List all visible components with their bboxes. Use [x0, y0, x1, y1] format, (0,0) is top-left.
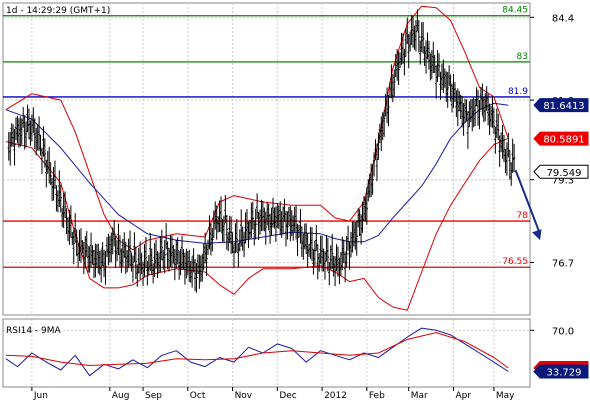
price-tick-label: 76.7 [552, 258, 574, 269]
rsi-line [5, 327, 509, 377]
price-bars [7, 9, 516, 293]
value-badge-label: 33.729 [547, 367, 582, 378]
value-badge [533, 131, 589, 146]
x-tick-label: Dec [279, 391, 296, 400]
price-tick-label: 84.4 [552, 13, 574, 24]
rsi-ma-line [5, 332, 509, 369]
moving-average [5, 102, 509, 244]
value-badge-label: 80.5891 [543, 135, 584, 146]
x-tick-label: Sep [145, 391, 162, 400]
x-tick-label: May [496, 391, 515, 400]
x-tick-label: Feb [369, 391, 385, 400]
x-tick-label: Apr [455, 391, 471, 400]
forecast [514, 169, 542, 241]
chart-header: 1d - 14:29:29 (GMT+1) [6, 6, 110, 16]
level-lines: 84.45 83 81.9 78 76.55 [3, 6, 530, 268]
level-label: 81.9 [508, 87, 528, 97]
price-tick-label: 79.3 [552, 176, 574, 187]
level-label: 84.45 [502, 6, 528, 16]
bollinger-line [5, 137, 509, 311]
x-tick-label: Oct [190, 391, 206, 400]
time-label: 14:29:29 [26, 6, 67, 16]
timezone-label: (GMT+1) [70, 6, 111, 16]
price-panel [2, 2, 531, 316]
x-tick-label: Nov [235, 391, 253, 400]
x-axis: Jun Aug Sep Oct Nov Dec 2012 Feb Mar Apr May [31, 387, 515, 401]
level-label: 76.55 [502, 257, 528, 267]
x-tick-label: 2012 [324, 391, 347, 400]
timeframe-label: 1d [6, 6, 17, 16]
forecast-arrow-head [532, 229, 542, 241]
value-badge [533, 364, 589, 379]
rsi-tick-label: 70.0 [552, 326, 574, 337]
rsi-title: RSI14 - 9MA [6, 326, 62, 336]
rsi-axis: 70.0 [530, 326, 574, 337]
x-tick-label: Mar [411, 391, 428, 400]
x-tick-label: Jun [33, 391, 48, 400]
value-badge-label: 79.549 [547, 168, 582, 179]
forecast-arrow-shaft [514, 169, 542, 235]
ma-line [5, 102, 509, 244]
level-label: 83 [517, 52, 528, 62]
value-badge [533, 164, 589, 179]
x-tick-label: Aug [112, 391, 130, 400]
level-label: 78 [517, 211, 529, 221]
value-badge-label: 81.6413 [543, 101, 584, 112]
separator: - [20, 6, 26, 16]
value-badge [533, 98, 589, 113]
rsi-lines [5, 327, 509, 377]
